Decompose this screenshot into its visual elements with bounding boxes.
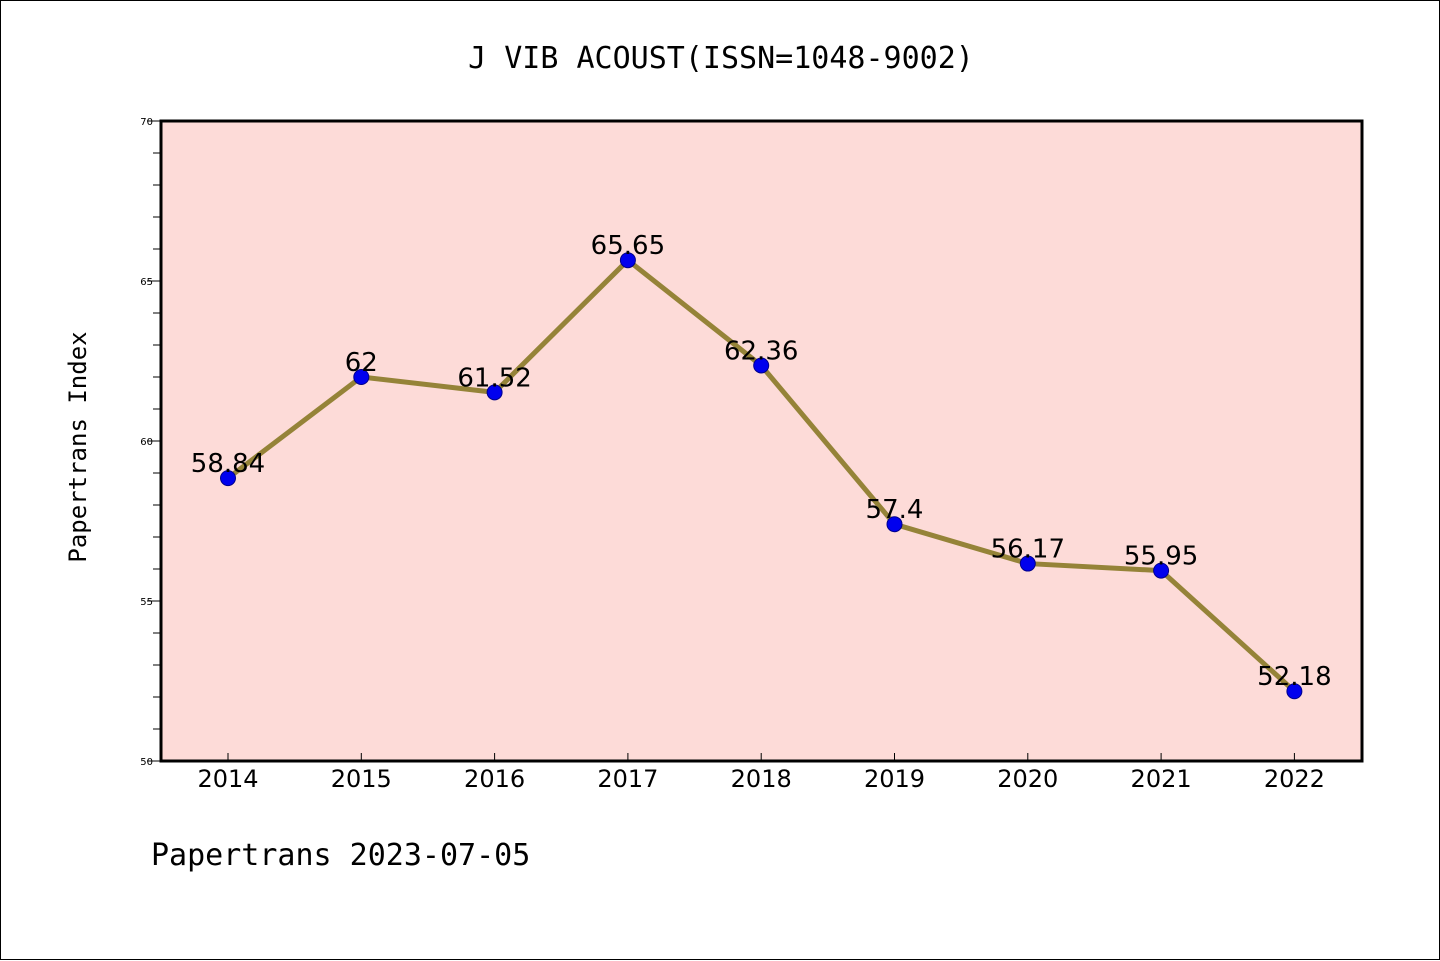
x-tick-label: 2018 <box>731 765 792 793</box>
data-label: 55.95 <box>1124 542 1198 572</box>
x-tick-label: 2016 <box>464 765 525 793</box>
x-tick-label: 2019 <box>864 765 925 793</box>
data-label: 62 <box>345 348 378 378</box>
data-point <box>753 357 770 374</box>
x-tick-label: 2020 <box>997 765 1058 793</box>
data-label: 52.18 <box>1257 662 1331 692</box>
data-point <box>619 252 636 269</box>
data-point <box>1286 683 1303 700</box>
y-tick-label: 60 <box>140 437 153 448</box>
plot-area <box>161 121 1362 761</box>
x-tick-label: 2014 <box>197 765 258 793</box>
y-tick-label: 55 <box>140 597 153 608</box>
chart-title: J VIB ACOUST(ISSN=1048-9002) <box>468 41 974 76</box>
data-label: 56.17 <box>991 535 1065 565</box>
y-tick-label: 50 <box>140 757 153 768</box>
data-point <box>886 516 903 533</box>
data-point <box>353 369 370 385</box>
data-point <box>1019 555 1036 572</box>
data-markers <box>220 252 1303 700</box>
x-tick-label: 2022 <box>1264 765 1325 793</box>
x-tick-label: 2017 <box>597 765 658 793</box>
data-point <box>220 470 236 487</box>
y-tick-label: 70 <box>140 117 153 128</box>
data-label: 65.65 <box>591 231 665 261</box>
x-tick-label: 2021 <box>1131 765 1192 793</box>
data-point <box>1153 562 1170 579</box>
data-label: 61.52 <box>457 363 531 393</box>
data-label: 58.84 <box>191 449 265 479</box>
data-label: 62.36 <box>724 336 798 366</box>
data-point <box>486 384 503 401</box>
x-tick-label: 2015 <box>331 765 392 793</box>
y-axis-label: Papertrans Index <box>64 331 92 562</box>
plot-border <box>159 119 1364 763</box>
x-axis-ticks: 2014 2015 2016 2017 2018 2019 2020 2021 2022 <box>197 753 1325 793</box>
y-axis-ticks: 50 55 60 65 70 <box>140 117 161 768</box>
data-labels: 58.84 62 61.52 65.65 62.36 57.4 56.17 55.95 52.1… <box>191 231 1332 692</box>
data-label: 57.4 <box>866 495 924 525</box>
footer-credit: Papertrans 2023-07-05 <box>151 838 530 873</box>
y-tick-label: 65 <box>140 277 153 288</box>
